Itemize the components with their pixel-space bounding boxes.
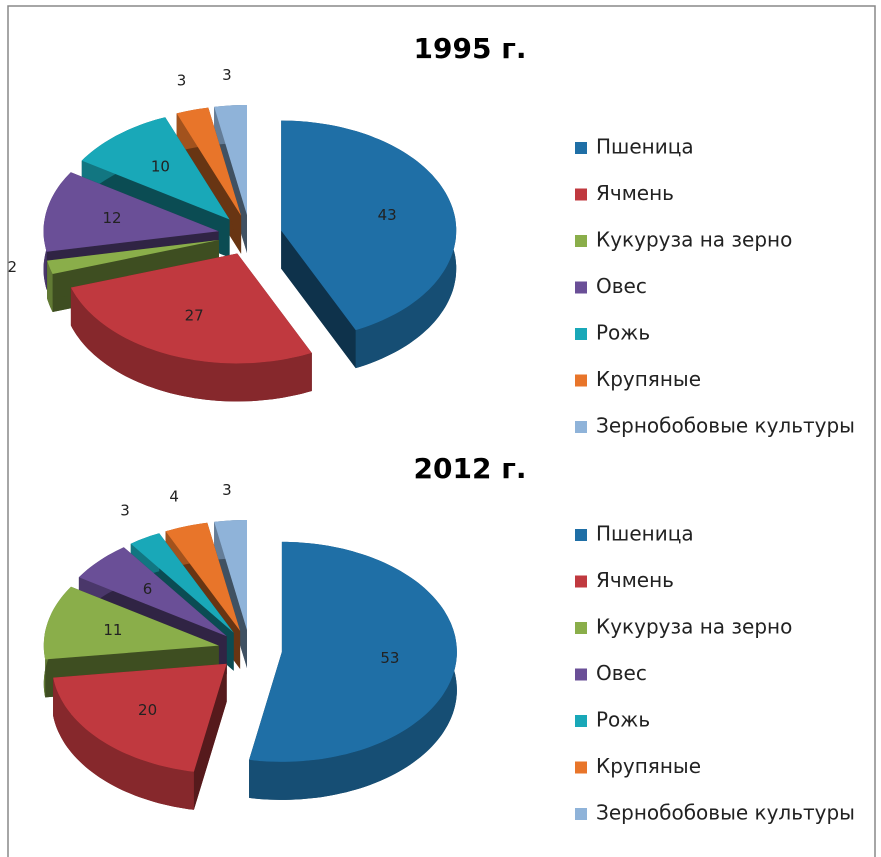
data-label: 27 (185, 307, 204, 325)
chart-title: 2012 г. (414, 452, 527, 485)
slice (81, 117, 230, 220)
legend-swatch (575, 421, 587, 433)
legend-label: Овес (596, 661, 647, 685)
legend-label: Рожь (596, 321, 650, 345)
slice (78, 547, 227, 637)
legend-label: Рожь (596, 708, 650, 732)
slice (130, 533, 234, 633)
slice-side (53, 677, 194, 810)
chart-title: 1995 г. (414, 32, 527, 65)
legend-swatch (575, 575, 587, 588)
slice (165, 522, 241, 631)
frame (7, 5, 876, 857)
data-label: 3 (222, 481, 232, 499)
data-label: 10 (151, 157, 170, 175)
slice (70, 253, 312, 364)
legend-label: Зернобобовые культуры (596, 801, 855, 825)
legend-swatch (575, 808, 587, 820)
legend-swatch (575, 715, 587, 727)
legend-label: Овес (596, 274, 647, 298)
legend-swatch (575, 328, 587, 340)
legend-label: Ячмень (596, 568, 674, 592)
slice (47, 240, 219, 274)
legend-label: Ячмень (596, 181, 674, 205)
data-label: 2 (7, 258, 17, 276)
legend-label: Кукуруза на зерно (596, 615, 792, 639)
legend-swatch (575, 374, 587, 387)
legend-label: Кукуруза на зерно (596, 228, 792, 252)
slice-side (70, 287, 312, 402)
legend-swatch (575, 188, 587, 201)
data-label: 4 (169, 488, 179, 506)
legend-label: Зернобобовые культуры (596, 414, 855, 438)
data-label: 20 (138, 701, 157, 719)
slice (43, 586, 219, 660)
slice (214, 105, 247, 215)
legend-swatch (575, 529, 587, 541)
slice (214, 520, 247, 630)
legend-swatch (575, 142, 587, 154)
data-label: 12 (102, 209, 121, 227)
slice (43, 172, 219, 252)
data-label: 43 (378, 206, 397, 224)
slice-wall (281, 230, 356, 369)
legend-swatch (575, 622, 587, 634)
data-label: 6 (143, 580, 153, 598)
slice (281, 120, 457, 331)
legend-swatch (575, 668, 587, 681)
data-label: 11 (103, 621, 122, 639)
legend-swatch (575, 761, 587, 774)
data-label: 3 (177, 71, 187, 89)
legend-label: Крупяные (596, 754, 701, 778)
slice (176, 107, 242, 216)
legend-swatch (575, 281, 587, 294)
legend-label: Пшеница (596, 135, 694, 159)
legend-label: Крупяные (596, 367, 701, 391)
slice-side (47, 260, 53, 312)
data-label: 3 (120, 502, 130, 520)
data-label: 3 (222, 66, 232, 84)
data-label: 53 (380, 649, 399, 667)
slice (53, 663, 227, 772)
slice (249, 541, 457, 762)
legend-swatch (575, 235, 587, 247)
legend-label: Пшеница (596, 522, 694, 546)
